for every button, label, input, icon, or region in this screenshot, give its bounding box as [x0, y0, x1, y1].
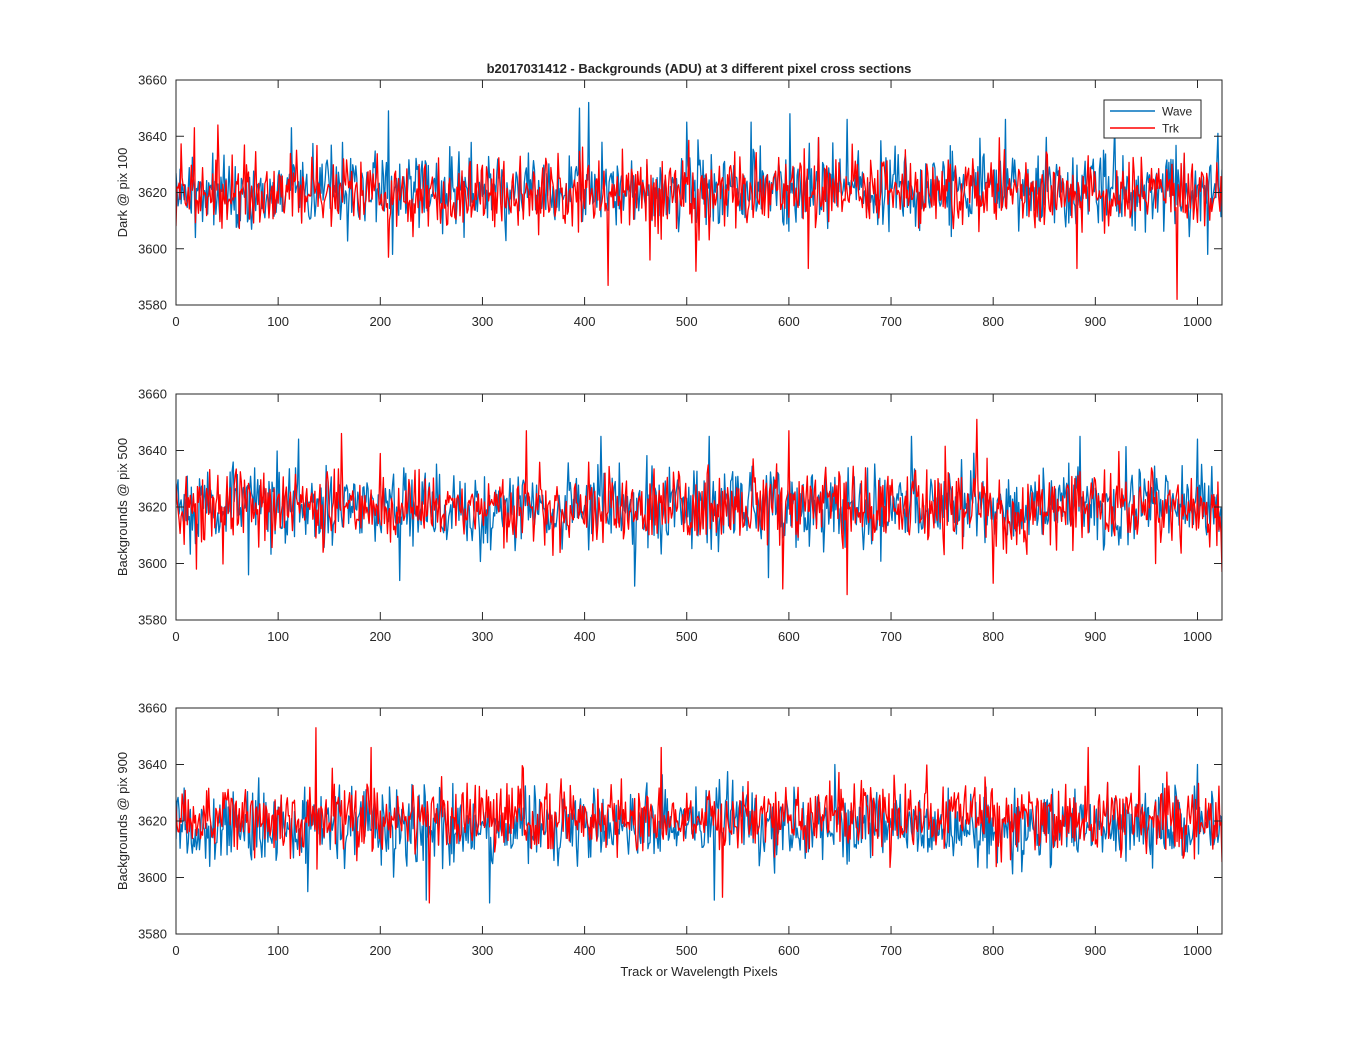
y-axis-label: Backgrounds @ pix 900	[115, 752, 130, 890]
series-group	[176, 101, 1222, 301]
y-tick-label: 3600	[138, 556, 167, 571]
y-tick-label: 3620	[138, 500, 167, 515]
y-axis-label: Dark @ pix 100	[115, 148, 130, 238]
x-tick-label: 300	[472, 943, 494, 958]
chart-title: b2017031412 - Backgrounds (ADU) at 3 dif…	[487, 61, 912, 76]
x-tick-label: 400	[574, 629, 596, 644]
y-tick-label: 3660	[138, 387, 167, 402]
x-tick-label: 300	[472, 314, 494, 329]
y-tick-label: 3620	[138, 814, 167, 829]
series-group	[176, 727, 1222, 904]
x-tick-label: 1000	[1183, 943, 1212, 958]
x-tick-label: 200	[369, 314, 391, 329]
x-tick-label: 900	[1084, 629, 1106, 644]
subplot-3: 0 100 200 300 400 500 600 700 800 900 1000 3580 3600…	[115, 701, 1223, 979]
y-axis-label: Backgrounds @ pix 500	[115, 438, 130, 576]
x-tick-label: 900	[1084, 943, 1106, 958]
x-tick-label: 700	[880, 314, 902, 329]
x-tick-label: 1000	[1183, 629, 1212, 644]
legend-label-trk: Trk	[1162, 122, 1180, 136]
x-tick-label: 200	[369, 943, 391, 958]
x-tick-label: 0	[172, 943, 179, 958]
series-line-trk	[176, 727, 1222, 904]
y-tick-label: 3640	[138, 129, 167, 144]
y-tick-label: 3660	[138, 73, 167, 88]
x-tick-label: 600	[778, 314, 800, 329]
y-tick-label: 3580	[138, 298, 167, 313]
x-tick-label: 100	[267, 629, 289, 644]
y-tick-label: 3640	[138, 757, 167, 772]
x-tick-label: 800	[982, 943, 1004, 958]
legend-box	[1103, 99, 1202, 139]
y-tick-label: 3600	[138, 241, 167, 256]
y-tick-label: 3600	[138, 870, 167, 885]
x-tick-label: 500	[676, 629, 698, 644]
x-tick-label: 0	[172, 629, 179, 644]
series-line-trk	[176, 124, 1222, 301]
x-tick-label: 900	[1084, 314, 1106, 329]
x-tick-label: 800	[982, 314, 1004, 329]
y-tick-label: 3620	[138, 185, 167, 200]
y-tick-label: 3640	[138, 443, 167, 458]
subplot-1: 0 100 200 300 400 500 600 700 800 900 1000 3580 3600…	[115, 61, 1223, 329]
x-tick-label: 200	[369, 629, 391, 644]
legend: Wave Trk	[1103, 99, 1202, 139]
x-tick-label: 400	[574, 314, 596, 329]
x-tick-label: 1000	[1183, 314, 1212, 329]
x-tick-label: 400	[574, 943, 596, 958]
x-tick-label: 700	[880, 629, 902, 644]
legend-label-wave: Wave	[1162, 105, 1193, 119]
series-group	[176, 418, 1222, 596]
y-tick-label: 3580	[138, 927, 167, 942]
series-line-trk	[176, 418, 1222, 596]
y-tick-label: 3580	[138, 613, 167, 628]
subplot-2: 0 100 200 300 400 500 600 700 800 900 1000 3580 3600…	[115, 387, 1223, 644]
x-axis-label: Track or Wavelength Pixels	[620, 964, 778, 979]
x-tick-label: 700	[880, 943, 902, 958]
x-tick-label: 800	[982, 629, 1004, 644]
x-tick-label: 300	[472, 629, 494, 644]
series-line-wave	[176, 435, 1222, 587]
x-tick-label: 100	[267, 943, 289, 958]
x-tick-label: 600	[778, 629, 800, 644]
x-tick-label: 500	[676, 943, 698, 958]
y-tick-label: 3660	[138, 701, 167, 716]
x-tick-label: 500	[676, 314, 698, 329]
x-tick-label: 100	[267, 314, 289, 329]
x-tick-label: 0	[172, 314, 179, 329]
x-tick-label: 600	[778, 943, 800, 958]
